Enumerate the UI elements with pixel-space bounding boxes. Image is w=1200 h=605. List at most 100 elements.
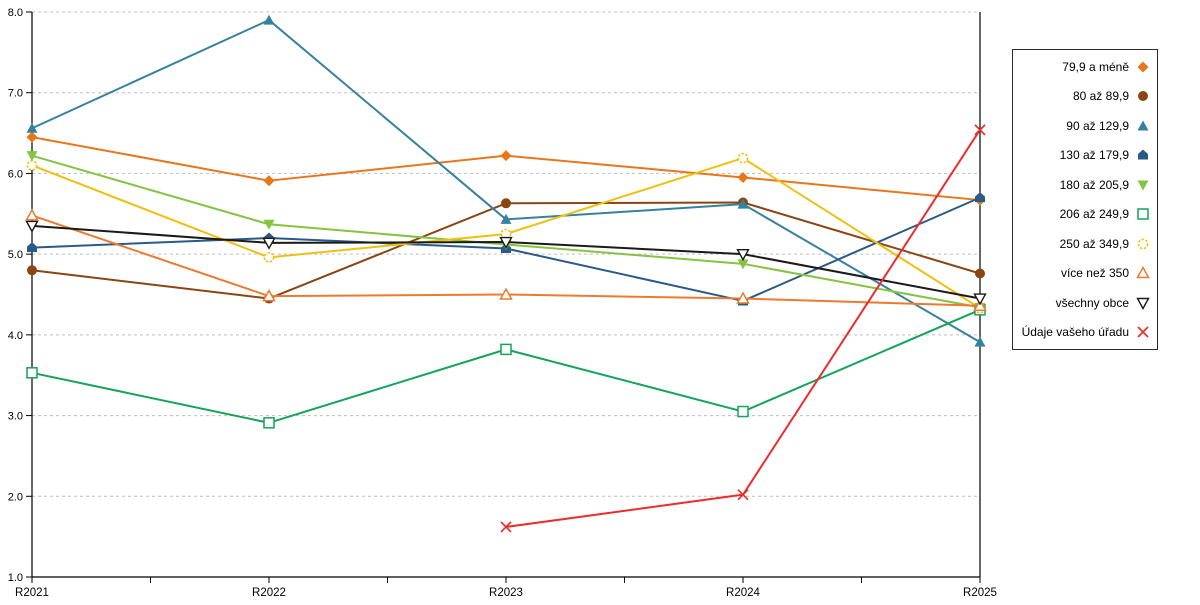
y-tick-label: 6.0 [8, 168, 23, 180]
y-tick-label: 5.0 [8, 249, 23, 261]
marker-triangle-up [1137, 120, 1149, 131]
y-tick-label: 2.0 [8, 491, 23, 503]
legend-label: 80 až 89,9 [1072, 89, 1129, 104]
marker-diamond [1137, 61, 1149, 73]
marker-circle [27, 265, 37, 276]
y-tick-label: 1.0 [8, 572, 23, 584]
marker-triangle-up [737, 198, 749, 209]
legend-marker-diamond-icon [1137, 61, 1149, 73]
legend-label: 206 až 249,9 [1059, 207, 1129, 222]
marker-circle-open [737, 152, 749, 164]
marker-triangle-open [736, 291, 750, 304]
marker-triangle-down-open [499, 236, 513, 249]
marker-triangle-down-open [25, 220, 39, 233]
legend-item-vice-nez-350[interactable]: více než 350 [1017, 259, 1151, 287]
x-tick-label: R2025 [963, 587, 997, 599]
y-tick-label: 8.0 [8, 7, 23, 19]
series-206-az-249-9 [26, 304, 986, 429]
legend-item-180-az-205-9[interactable]: 180 až 205,9 [1017, 171, 1151, 199]
legend-label: 180 až 205,9 [1059, 177, 1129, 192]
legend-item-250-az-349-9[interactable]: 250 až 349,9 [1017, 230, 1151, 258]
legend-item-vsechny-obce[interactable]: všechny obce [1017, 289, 1151, 317]
marker-triangle-down [263, 219, 275, 230]
marker-triangle-open [499, 287, 513, 300]
series-line [505, 129, 981, 528]
marker-triangle-down [26, 151, 38, 162]
marker-x [1137, 326, 1149, 338]
marker-triangle-up [26, 122, 38, 133]
legend-item-udaje-vaseho-uradu[interactable]: Údaje vašeho úřadu [1017, 318, 1151, 346]
marker-square-open [26, 367, 38, 379]
legend-label: 130 až 179,9 [1059, 148, 1129, 163]
y-tick-label: 4.0 [8, 330, 23, 342]
marker-triangle-down [737, 259, 749, 270]
marker-diamond [737, 171, 749, 183]
legend-label: Údaje vašeho úřadu [1021, 325, 1129, 340]
legend-item-90-az-129-9[interactable]: 90 až 129,9 [1017, 112, 1151, 140]
series-vice-nez-350 [25, 208, 987, 312]
series-79-9-a-mene [26, 131, 986, 206]
legend-label: všechny obce [1055, 295, 1129, 310]
x-tick-label: R2022 [252, 587, 286, 599]
marker-pentagon [27, 242, 37, 253]
marker-triangle-up [974, 336, 986, 347]
marker-circle-open [26, 159, 38, 171]
marker-circle [1138, 91, 1148, 102]
marker-x [737, 489, 749, 501]
marker-triangle-down-open [973, 293, 987, 306]
legend-marker-circle-icon [1138, 91, 1148, 102]
marker-triangle-down-open [1136, 297, 1150, 310]
legend-item-206-az-249-9[interactable]: 206 až 249,9 [1017, 200, 1151, 228]
legend-marker-triangle-open-icon [1136, 266, 1150, 279]
legend-item-79-9-a-mene[interactable]: 79,9 a méně [1017, 53, 1151, 81]
marker-circle-open [263, 251, 275, 263]
marker-triangle-open [25, 208, 39, 221]
marker-x [974, 124, 986, 136]
legend-label: 79,9 a méně [1062, 59, 1129, 74]
series-line [31, 308, 981, 424]
marker-diamond [500, 150, 512, 162]
marker-triangle-up [263, 14, 275, 25]
marker-square-open [263, 417, 275, 429]
legend-marker-triangle-down-icon [1137, 180, 1149, 191]
marker-triangle-down-open [736, 248, 750, 262]
x-tick-label: R2021 [15, 587, 49, 599]
legend-item-80-az-89-9[interactable]: 80 až 89,9 [1017, 82, 1151, 110]
series-90-az-129-9 [26, 14, 986, 347]
marker-triangle-down-open [262, 237, 276, 250]
marker-pentagon [975, 192, 985, 203]
series-vsechny-obce [25, 220, 987, 306]
y-tick-label: 3.0 [8, 411, 23, 423]
legend-marker-square-open-icon [1137, 208, 1149, 220]
marker-square-open [500, 343, 512, 356]
legend-item-130-az-179-9[interactable]: 130 až 179,9 [1017, 141, 1151, 169]
legend-marker-triangle-up-icon [1137, 120, 1149, 131]
marker-circle [975, 268, 985, 279]
legend-label: více než 350 [1060, 266, 1129, 281]
y-tick-label: 7.0 [8, 88, 23, 100]
x-tick-label: R2023 [489, 587, 523, 599]
marker-diamond [263, 175, 275, 187]
series-udaje-vaseho-uradu [500, 124, 986, 533]
marker-circle-open [500, 228, 512, 240]
marker-square-open [737, 405, 749, 418]
marker-circle [501, 198, 511, 209]
marker-triangle-up [500, 213, 512, 224]
legend-label: 90 až 129,9 [1066, 118, 1129, 133]
marker-square-open [1137, 208, 1149, 220]
marker-pentagon [1138, 149, 1148, 160]
marker-triangle-open [262, 289, 276, 302]
legend: 79,9 a méně 80 až 89,9 90 až 129,9 130 až 1… [1012, 49, 1158, 350]
marker-triangle-down [1137, 180, 1149, 191]
marker-x [500, 521, 512, 533]
legend-marker-x-icon [1137, 326, 1149, 338]
marker-circle-open [1137, 238, 1149, 250]
legend-label: 250 až 349,9 [1059, 236, 1129, 251]
marker-triangle-open [1136, 266, 1150, 279]
legend-marker-triangle-down-open-icon [1136, 297, 1150, 310]
legend-marker-circle-open-icon [1137, 238, 1149, 250]
legend-marker-pentagon-icon [1138, 149, 1148, 160]
x-tick-label: R2024 [726, 587, 760, 599]
